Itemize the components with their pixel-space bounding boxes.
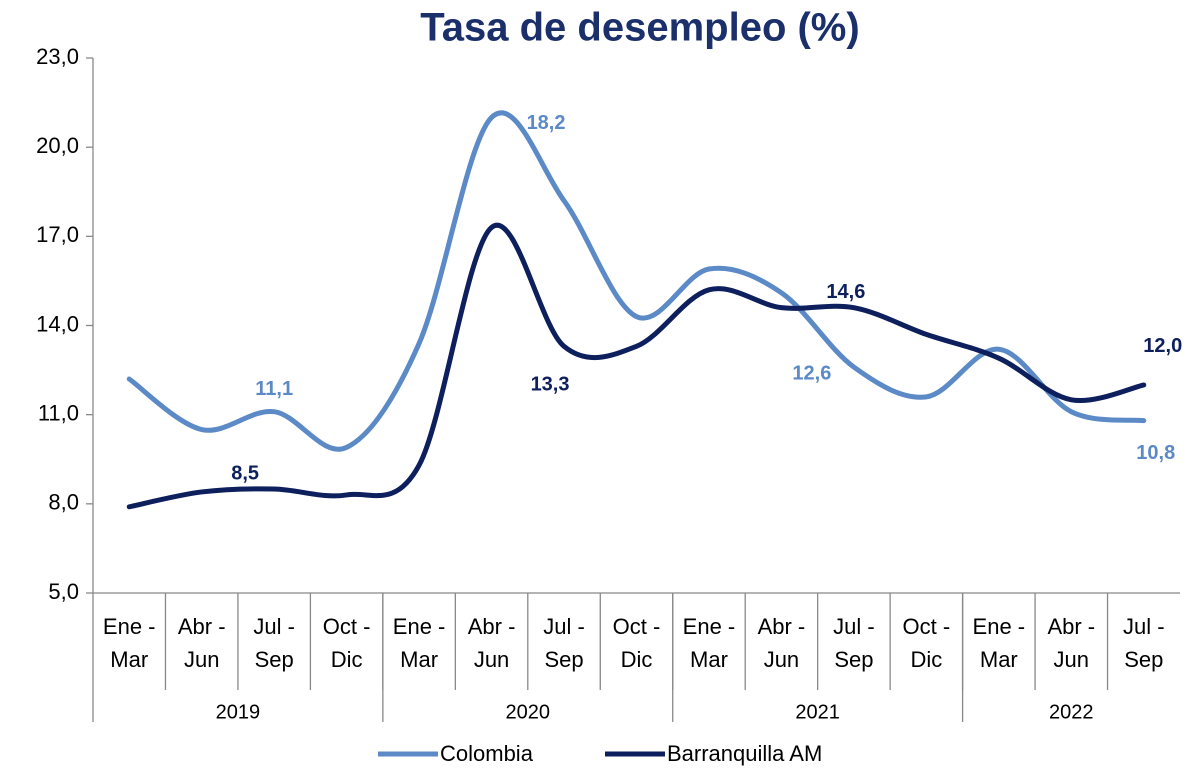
- x-tick-label: Mar: [110, 647, 148, 672]
- group-label: 2021: [795, 701, 840, 723]
- y-tick-label: 8,0: [48, 490, 79, 515]
- x-tick-label: Jul -: [1123, 614, 1165, 639]
- x-tick-label: Abr -: [1047, 614, 1095, 639]
- x-tick-label: Mar: [690, 647, 728, 672]
- x-tick-label: Jun: [764, 647, 799, 672]
- x-tick-label: Dic: [331, 647, 363, 672]
- x-tick-label: Mar: [980, 647, 1018, 672]
- y-tick-label: 23,0: [36, 44, 79, 69]
- x-tick-label: Jun: [184, 647, 219, 672]
- data-label: 10,8: [1136, 442, 1175, 464]
- data-label: 12,0: [1143, 335, 1182, 357]
- data-label: 12,6: [792, 362, 831, 384]
- x-tick-label: Sep: [834, 647, 873, 672]
- x-tick-label: Oct -: [613, 614, 661, 639]
- data-label: 18,2: [527, 112, 566, 134]
- x-tick-label: Abr -: [758, 614, 806, 639]
- x-tick-label: Sep: [255, 647, 294, 672]
- x-tick-label: Sep: [1124, 647, 1163, 672]
- x-tick-label: Oct -: [903, 614, 951, 639]
- x-tick-label: Ene -: [393, 614, 446, 639]
- x-tick-label: Mar: [400, 647, 438, 672]
- x-tick-label: Sep: [544, 647, 583, 672]
- y-tick-label: 11,0: [38, 400, 79, 425]
- series-line: [126, 110, 1147, 452]
- legend-label: Colombia: [440, 741, 534, 766]
- x-tick-label: Jul -: [253, 614, 295, 639]
- x-tick-label: Ene -: [683, 614, 736, 639]
- x-tick-label: Dic: [910, 647, 942, 672]
- x-tick-label: Jul -: [833, 614, 875, 639]
- data-label: 8,5: [231, 462, 259, 484]
- y-tick-label: 5,0: [48, 579, 79, 604]
- data-label: 13,3: [531, 374, 570, 396]
- x-tick-label: Oct -: [323, 614, 371, 639]
- group-label: 2020: [506, 701, 551, 723]
- x-tick-label: Jun: [1054, 647, 1089, 672]
- x-tick-label: Jul -: [543, 614, 585, 639]
- x-tick-label: Jun: [474, 647, 509, 672]
- series-line: [126, 222, 1147, 510]
- y-tick-label: 17,0: [36, 222, 79, 247]
- x-tick-label: Ene -: [103, 614, 156, 639]
- data-label: 14,6: [826, 281, 865, 303]
- chart-title: Tasa de desempleo (%): [420, 6, 859, 50]
- x-tick-label: Ene -: [973, 614, 1026, 639]
- x-tick-label: Abr -: [468, 614, 516, 639]
- legend-label: Barranquilla AM: [667, 741, 822, 766]
- y-tick-label: 14,0: [36, 311, 79, 336]
- y-tick-label: 20,0: [36, 133, 79, 158]
- x-tick-label: Dic: [621, 647, 653, 672]
- data-label: 11,1: [255, 378, 293, 400]
- group-label: 2022: [1049, 701, 1094, 723]
- group-label: 2019: [216, 701, 261, 723]
- x-tick-label: Abr -: [178, 614, 226, 639]
